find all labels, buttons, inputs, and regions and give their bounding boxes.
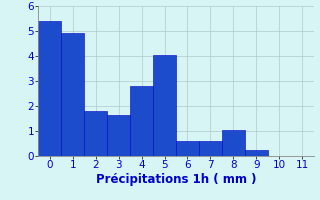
Bar: [176, 141, 199, 156]
Bar: [199, 141, 222, 156]
Bar: [222, 130, 245, 156]
Bar: [84, 111, 107, 156]
Bar: [61, 33, 84, 156]
Bar: [245, 150, 268, 156]
Bar: [38, 21, 61, 156]
Bar: [130, 86, 153, 156]
X-axis label: Précipitations 1h ( mm ): Précipitations 1h ( mm ): [96, 173, 256, 186]
Bar: [153, 55, 176, 156]
Bar: [107, 115, 130, 156]
